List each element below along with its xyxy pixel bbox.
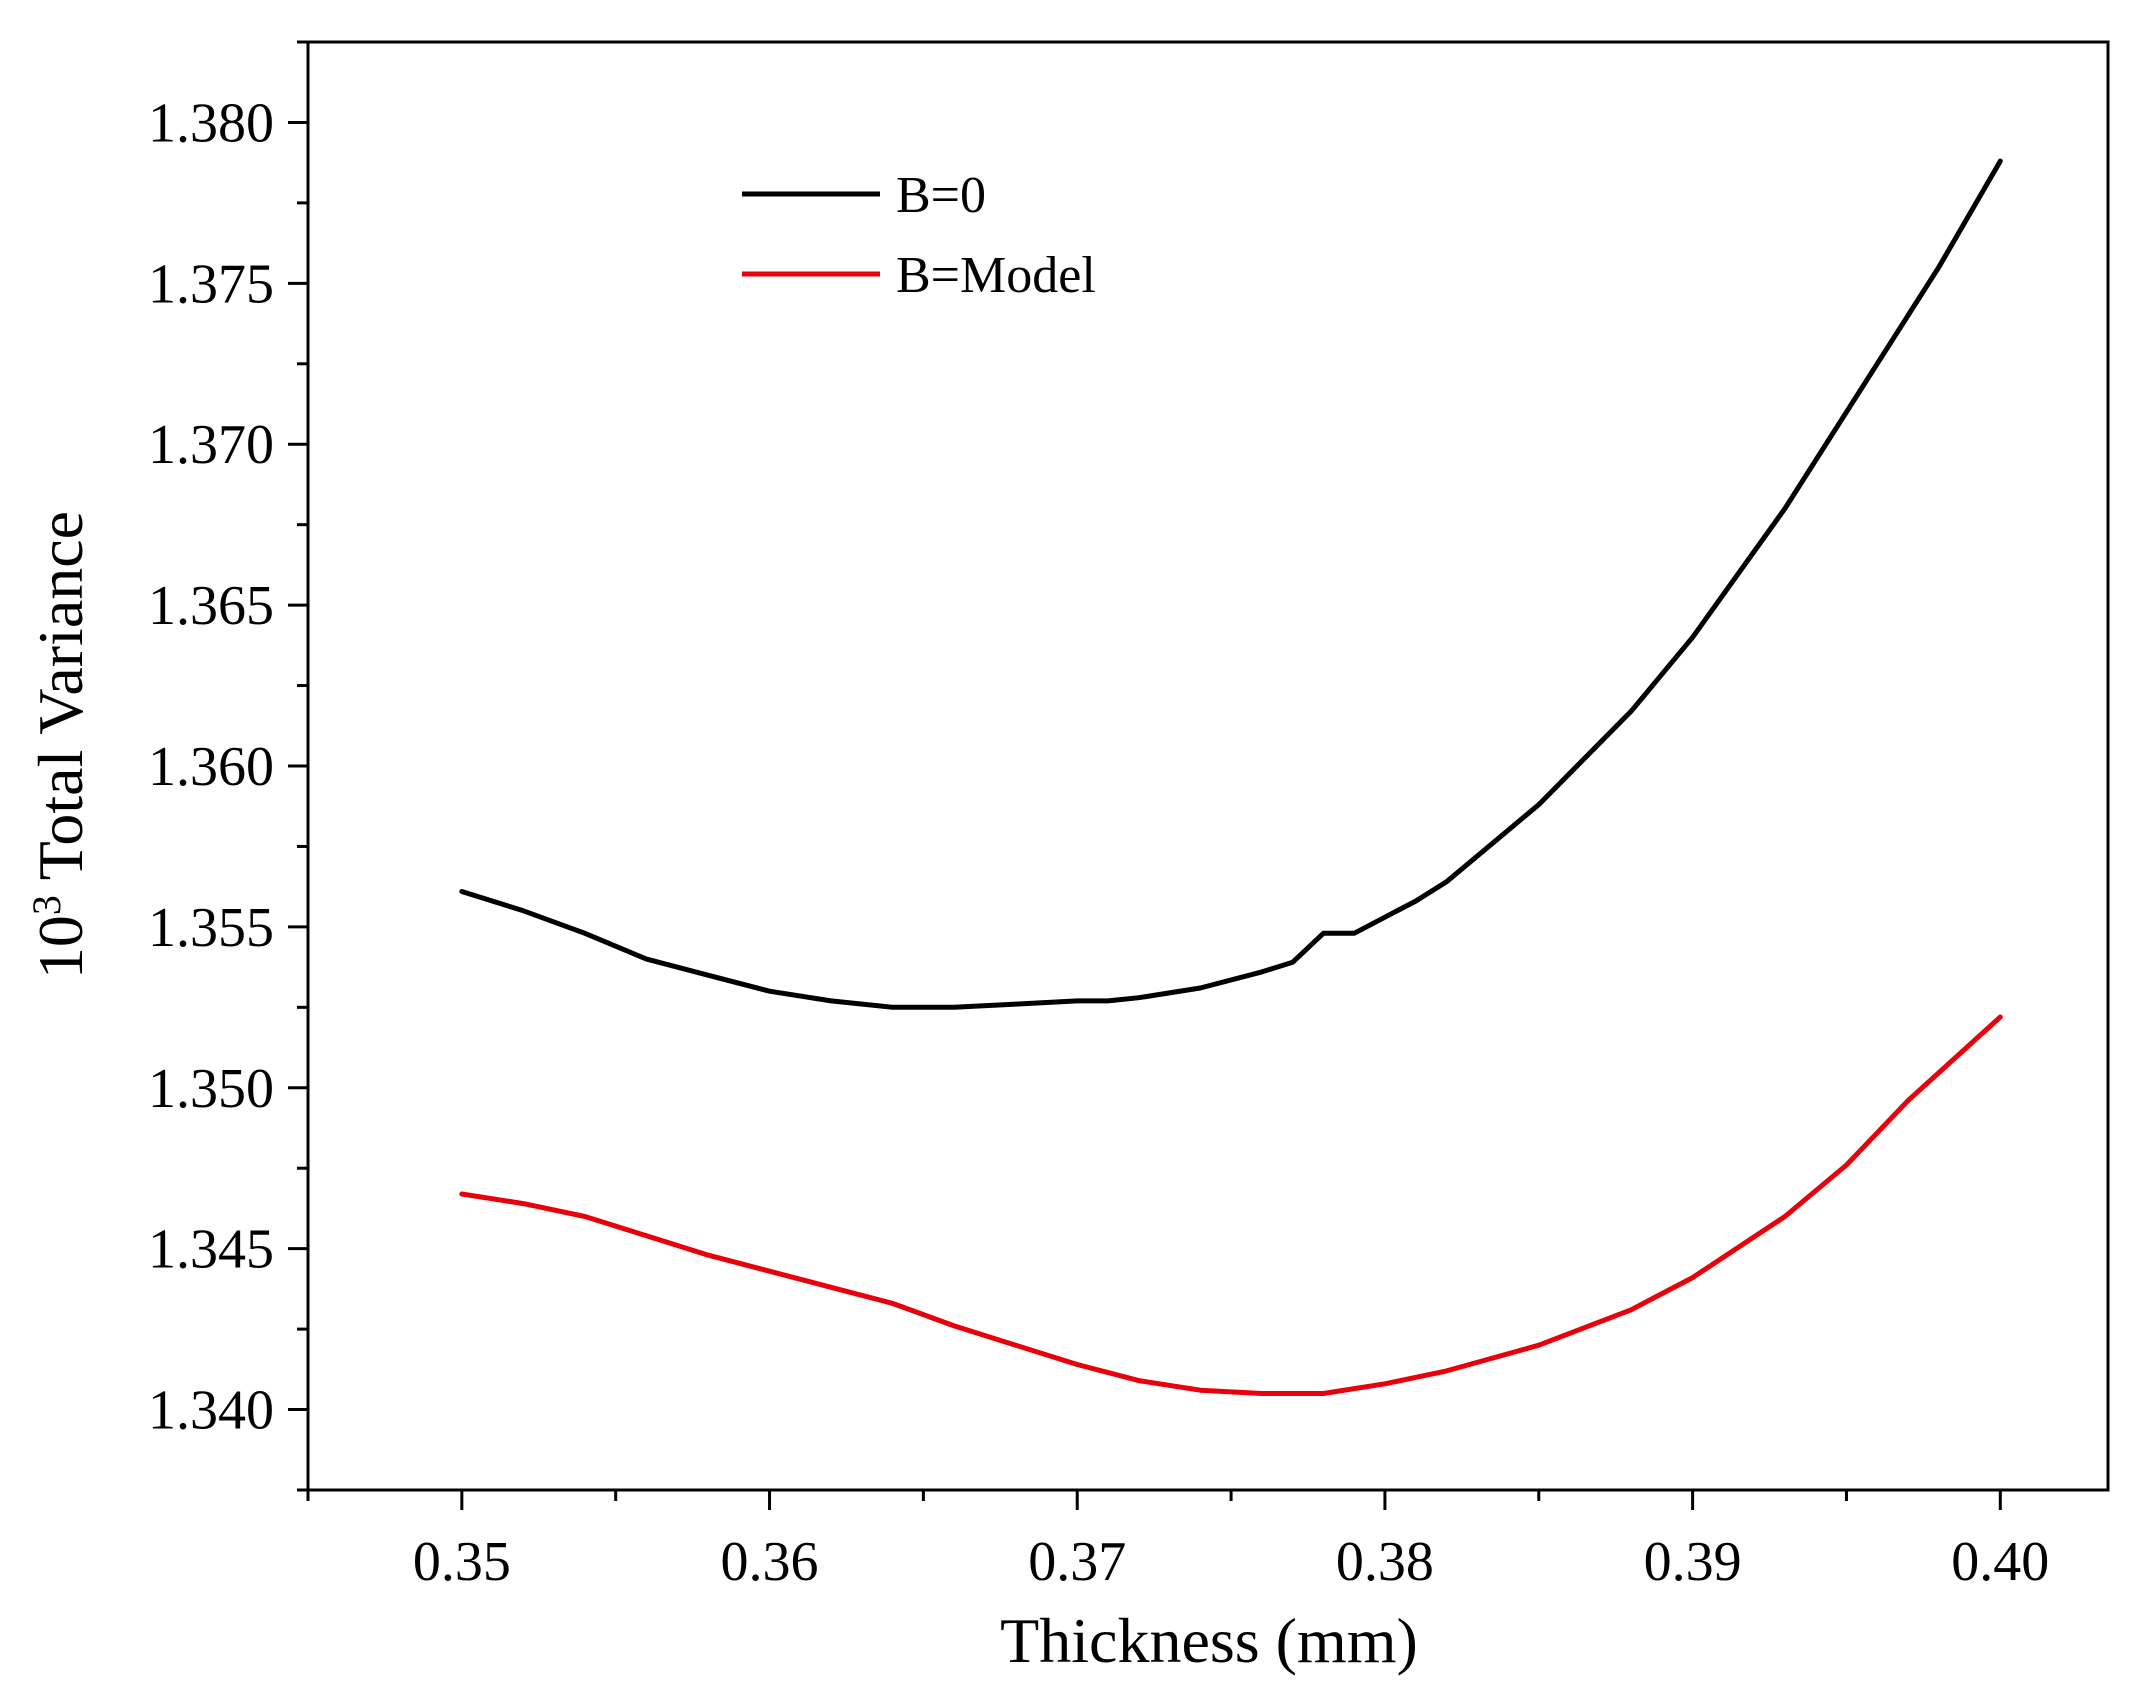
legend: B=0 B=Model	[742, 167, 1096, 304]
y-axis-title-base: 10	[25, 915, 96, 979]
series-line-b0	[459, 158, 2003, 1010]
y-tick-label: 1.370	[148, 414, 274, 476]
series-line-b-model	[459, 1014, 2003, 1396]
x-tick-label: 0.39	[1644, 1531, 1742, 1593]
y-axis-title-text: Total Variance	[25, 511, 96, 895]
axes: 0.35 0.36 0.37 0.38 0.39 0.40 1.340 1.345 1.350 1…	[148, 40, 2110, 1593]
y-axis-title: 103 Total Variance	[24, 511, 96, 979]
y-tick-label: 1.380	[148, 92, 274, 154]
x-tick-label: 0.38	[1336, 1531, 1434, 1593]
y-tick-label: 1.360	[148, 736, 274, 798]
y-tick-label: 1.375	[148, 253, 274, 315]
plot-frame	[306, 40, 2110, 1492]
plot-area	[459, 158, 2003, 1396]
y-tick-label: 1.355	[148, 897, 274, 959]
x-tick-label: 0.35	[413, 1531, 511, 1593]
x-tick-label: 0.40	[1951, 1531, 2049, 1593]
legend-label: B=0	[896, 167, 986, 224]
y-tick-label: 1.350	[148, 1058, 274, 1120]
y-axis-title-exponent: 3	[24, 895, 69, 915]
x-tick-label: 0.37	[1028, 1531, 1126, 1593]
y-tick-label: 1.365	[148, 575, 274, 637]
y-tick-label: 1.340	[148, 1380, 274, 1442]
legend-label: B=Model	[896, 247, 1096, 304]
y-tick-label: 1.345	[148, 1219, 274, 1281]
x-tick-label: 0.36	[721, 1531, 819, 1593]
x-axis-title: Thickness (mm)	[1000, 1605, 1418, 1676]
